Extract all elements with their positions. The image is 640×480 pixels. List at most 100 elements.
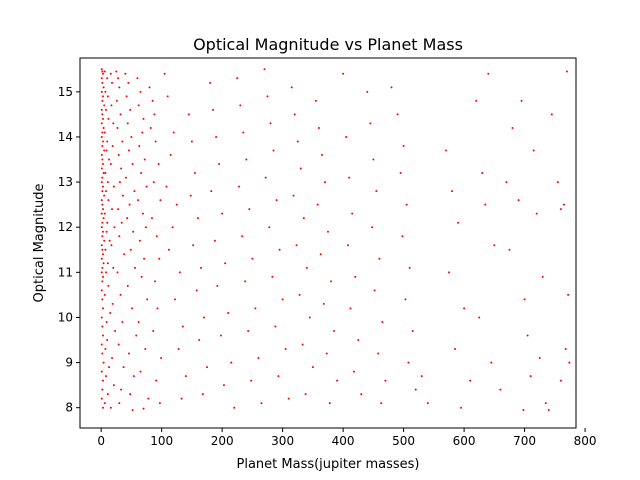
data-point: [127, 81, 130, 84]
data-point: [101, 81, 104, 84]
data-point: [100, 257, 103, 260]
data-point: [505, 181, 508, 184]
data-point: [366, 90, 369, 93]
data-point: [117, 77, 120, 80]
data-point: [373, 289, 376, 292]
data-point: [100, 135, 103, 138]
data-point: [316, 203, 319, 206]
data-point: [118, 402, 121, 405]
data-point: [375, 190, 378, 193]
data-point: [100, 316, 103, 319]
data-point: [118, 86, 121, 89]
data-point: [101, 298, 104, 301]
data-point: [247, 329, 250, 332]
data-point: [511, 126, 514, 129]
data-point: [101, 140, 104, 143]
data-point: [284, 348, 287, 351]
data-point: [302, 217, 305, 220]
y-tick-label: 12: [58, 220, 73, 234]
data-point: [478, 316, 481, 319]
data-point: [127, 352, 130, 355]
data-point: [556, 181, 559, 184]
data-point: [101, 352, 104, 355]
data-point: [154, 140, 157, 143]
data-point: [215, 135, 218, 138]
data-point: [408, 266, 411, 269]
data-point: [381, 320, 384, 323]
data-point: [305, 266, 308, 269]
data-point: [263, 68, 266, 71]
data-point: [131, 408, 134, 411]
data-point: [493, 244, 496, 247]
data-point: [105, 320, 108, 323]
data-point: [101, 275, 104, 278]
data-point: [139, 370, 142, 373]
data-point: [189, 194, 192, 197]
x-tick-label: 200: [211, 434, 234, 448]
data-point: [111, 144, 114, 147]
data-point: [149, 126, 152, 129]
data-point: [333, 329, 336, 332]
data-point: [103, 194, 106, 197]
y-tick-label: 14: [58, 130, 73, 144]
data-point: [101, 131, 104, 134]
data-point: [106, 393, 109, 396]
data-point: [508, 248, 511, 251]
data-point: [151, 99, 154, 102]
x-tick-label: 700: [513, 434, 536, 448]
data-point: [103, 149, 106, 152]
y-tick-label: 9: [65, 356, 73, 370]
data-point: [195, 289, 198, 292]
x-tick-label: 400: [332, 434, 355, 448]
data-point: [156, 307, 159, 310]
data-point: [137, 320, 140, 323]
data-point: [304, 393, 307, 396]
data-point: [101, 163, 104, 166]
data-point: [353, 370, 356, 373]
data-point: [213, 239, 216, 242]
data-point: [407, 361, 410, 364]
data-point: [327, 230, 329, 233]
data-point: [100, 397, 103, 400]
data-point: [109, 311, 112, 314]
data-point: [101, 406, 104, 409]
data-point: [308, 316, 311, 319]
data-point: [101, 176, 104, 179]
data-point: [532, 149, 535, 152]
data-point: [351, 212, 354, 215]
data-point: [106, 181, 109, 184]
data-point: [145, 185, 148, 188]
data-point: [126, 122, 129, 125]
data-point: [144, 348, 147, 351]
data-point: [101, 388, 104, 391]
data-point: [105, 108, 108, 111]
data-point: [131, 307, 134, 310]
data-point: [101, 221, 104, 224]
data-point: [292, 194, 295, 197]
data-point: [241, 235, 244, 238]
data-point: [257, 357, 260, 360]
data-point: [405, 203, 408, 206]
data-point: [111, 81, 114, 84]
data-point: [199, 266, 202, 269]
data-point: [224, 262, 227, 265]
x-tick-label: 100: [150, 434, 173, 448]
data-point: [402, 144, 405, 147]
data-point: [414, 388, 417, 391]
data-point: [181, 325, 184, 328]
data-point: [248, 208, 251, 211]
data-point: [457, 221, 460, 224]
data-point: [130, 135, 133, 138]
data-point: [153, 113, 156, 116]
data-point: [210, 190, 213, 193]
data-point: [171, 226, 174, 229]
data-point: [139, 90, 142, 93]
data-point: [101, 253, 104, 256]
data-point: [138, 144, 141, 147]
data-point: [102, 262, 105, 265]
data-point: [101, 379, 104, 382]
data-point: [103, 239, 106, 242]
x-axis-label: Planet Mass(jupiter masses): [237, 457, 420, 472]
data-point: [372, 158, 375, 161]
data-point: [169, 154, 172, 157]
